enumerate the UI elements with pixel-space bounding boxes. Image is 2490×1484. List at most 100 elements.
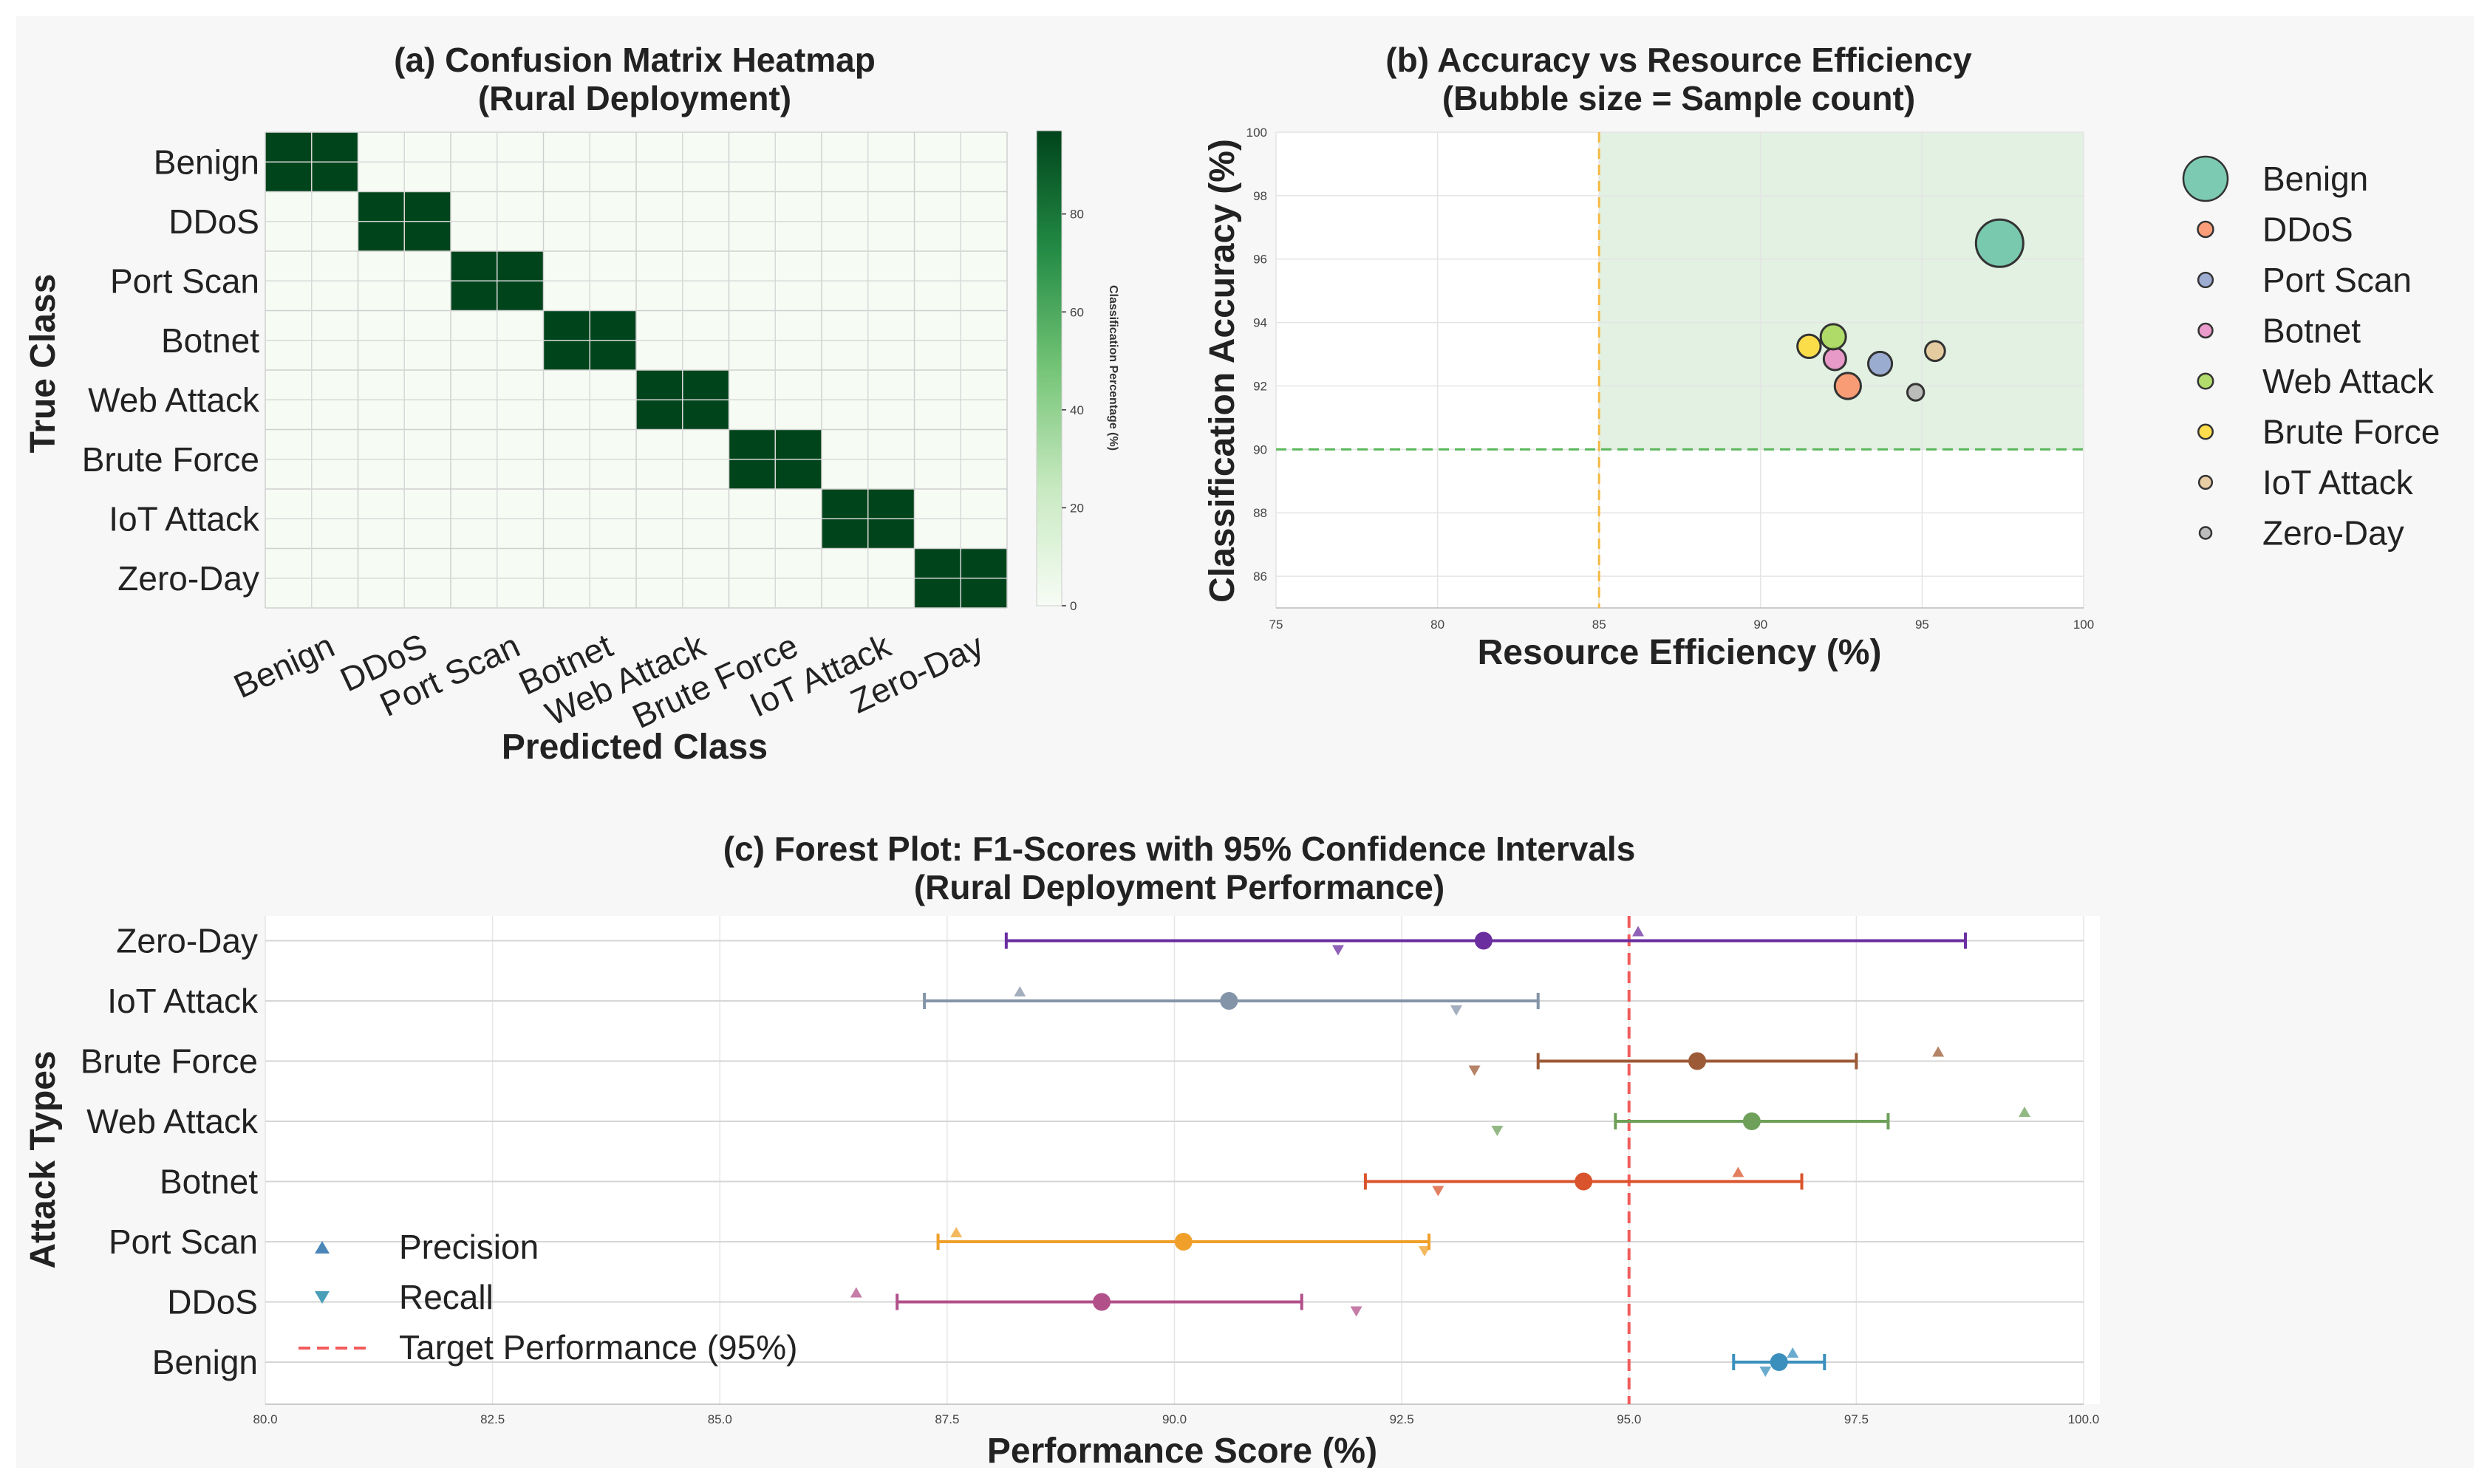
heatmap-row-label: Benign xyxy=(154,143,259,181)
f1-point-iot-attack xyxy=(1220,992,1238,1010)
recall-marker-ddos xyxy=(1350,1306,1362,1317)
scatter-legend-marker-iot-attack xyxy=(2197,474,2214,490)
scatter-legend-label: Zero-Day xyxy=(2262,514,2404,553)
scatter-point-port-scan xyxy=(1866,350,1894,377)
scatter-ytick-label: 92 xyxy=(1253,379,1267,393)
scatter-legend-marker-botnet xyxy=(2197,322,2214,339)
scatter-point-botnet xyxy=(1822,346,1847,372)
recall-marker-port-scan xyxy=(1418,1246,1430,1256)
scatter-grid xyxy=(1275,131,2084,609)
f1-point-port-scan xyxy=(1174,1233,1193,1251)
scatter-ytick-label: 100 xyxy=(1246,126,1267,140)
heatmap-title: (a) Confusion Matrix Heatmap xyxy=(394,41,876,79)
scatter-ytick-label: 86 xyxy=(1253,570,1267,584)
forest-title: (c) Forest Plot: F1-Scores with 95% Conf… xyxy=(723,830,1636,868)
scatter-xtick-label: 95 xyxy=(1915,618,1929,632)
scatter-legend-label: Brute Force xyxy=(2262,413,2440,451)
heatmap-row-label: Brute Force xyxy=(82,440,259,479)
scatter-xtick-label: 80 xyxy=(1430,618,1444,632)
scatter-xtick-label: 100 xyxy=(2073,618,2094,632)
recall-marker-benign xyxy=(1759,1367,1772,1377)
forest-xtick-label: 82.5 xyxy=(480,1412,505,1426)
recall-marker-zero-day xyxy=(1331,945,1344,956)
heatmap-col-label: Benign xyxy=(228,626,340,705)
heatmap-row-labels: Benign DDoS Port Scan Botnet Web Attack Brute… xyxy=(82,143,260,598)
forest-xtick-label: 95.0 xyxy=(1617,1412,1641,1426)
heatmap-xlabel: Predicted Class xyxy=(502,728,768,767)
heatmap-row-label: Botnet xyxy=(161,321,259,360)
heatmap-row-label: Web Attack xyxy=(88,380,260,419)
forest-xtick-label: 97.5 xyxy=(1844,1412,1869,1426)
scatter-legend-marker-ddos xyxy=(2197,220,2214,239)
recall-marker-web-attack xyxy=(1491,1126,1504,1136)
scatter-legend-label: Botnet xyxy=(2262,312,2361,350)
precision-marker-ddos xyxy=(850,1287,862,1298)
forest-row-label: Brute Force xyxy=(81,1042,258,1081)
legend-precision: Precision xyxy=(399,1228,539,1266)
heatmap-row-label: DDoS xyxy=(168,202,259,241)
colorbar-label: Classification Percentage (%) xyxy=(1107,285,1119,451)
forest-xtick-label: 80.0 xyxy=(253,1412,277,1426)
scatter-ytick-label: 94 xyxy=(1253,316,1267,330)
figure-canvas: (a) Confusion Matrix Heatmap (Rural Depl… xyxy=(24,41,2440,1468)
precision-marker-zero-day xyxy=(1632,926,1645,937)
f1-point-brute-force xyxy=(1688,1052,1707,1070)
colorbar-tick-label: 80 xyxy=(1070,208,1084,222)
precision-marker-port-scan xyxy=(950,1227,963,1237)
forest-plot-area xyxy=(265,916,2100,1404)
forest-row-label: Web Attack xyxy=(86,1102,259,1141)
colorbar-tick-label: 60 xyxy=(1070,305,1084,319)
precision-marker-web-attack xyxy=(2019,1107,2031,1117)
panel-a: (a) Confusion Matrix Heatmap (Rural Depl… xyxy=(24,41,1119,767)
f1-point-web-attack xyxy=(1742,1112,1761,1130)
scatter-legend-label: IoT Attack xyxy=(2262,463,2414,502)
precision-marker-iot-attack xyxy=(1014,986,1026,996)
colorbar xyxy=(1036,130,1062,606)
scatter-subtitle: (Bubble size = Sample count) xyxy=(1442,79,1915,117)
forest-ylabel: Attack Types xyxy=(24,1050,63,1268)
scatter-ytick-label: 90 xyxy=(1253,442,1267,457)
forest-row-label: Benign xyxy=(152,1343,258,1381)
precision-marker-benign xyxy=(1787,1347,1799,1358)
scatter-points xyxy=(1796,218,2025,402)
scatter-point-iot-attack xyxy=(1924,340,1946,363)
scatter-legend-marker-port-scan xyxy=(2197,271,2214,289)
forest-row-label: IoT Attack xyxy=(107,982,259,1020)
scatter-legend-label: Benign xyxy=(2262,160,2368,198)
forest-ticks: 80.0 82.5 85.0 87.5 90.0 92.5 95.0 97.5 100.0 xyxy=(253,1412,2099,1426)
panel-b: (b) Accuracy vs Resource Efficiency (Bub… xyxy=(1203,41,2440,672)
scatter-ytick-label: 88 xyxy=(1253,506,1267,520)
recall-marker-iot-attack xyxy=(1450,1005,1462,1016)
forest-xtick-label: 92.5 xyxy=(1390,1412,1414,1426)
scatter-point-zero-day xyxy=(1906,383,1926,402)
scatter-ytick-label: 98 xyxy=(1253,189,1267,203)
scatter-legend-marker-web-attack xyxy=(2197,372,2214,390)
figure: (a) Confusion Matrix Heatmap (Rural Depl… xyxy=(16,16,2474,1468)
forest-legend: Precision Recall Target Performance (95%… xyxy=(299,1228,797,1367)
forest-row-labels: Benign DDoS Port Scan Botnet Web Attack Brute… xyxy=(81,922,259,1382)
scatter-legend-marker-brute-force xyxy=(2197,423,2214,440)
recall-marker-botnet xyxy=(1432,1186,1444,1197)
forest-subtitle: (Rural Deployment Performance) xyxy=(914,868,1444,906)
scatter-point-ddos xyxy=(1833,372,1862,400)
scatter-point-web-attack xyxy=(1819,323,1847,351)
f1-point-benign xyxy=(1770,1353,1788,1371)
heatmap-row-label: Port Scan xyxy=(110,261,259,300)
scatter-legend: Benign DDoS Port Scan Botnet Web Attack Brute… xyxy=(2182,155,2440,553)
heatmap-ylabel: True Class xyxy=(24,274,63,454)
forest-xtick-label: 100.0 xyxy=(2068,1412,2100,1426)
scatter-ylabel: Classification Accuracy (%) xyxy=(1203,139,1242,603)
f1-point-zero-day xyxy=(1474,931,1493,950)
scatter-xtick-label: 75 xyxy=(1269,618,1283,632)
scatter-legend-label: Port Scan xyxy=(2262,261,2412,299)
recall-marker-brute-force xyxy=(1468,1065,1481,1076)
precision-marker-botnet xyxy=(1732,1166,1744,1177)
scatter-point-brute-force xyxy=(1796,333,1822,360)
forest-xlabel: Performance Score (%) xyxy=(987,1432,1377,1468)
forest-row-label: Port Scan xyxy=(109,1223,258,1261)
forest-row-label: Botnet xyxy=(160,1163,258,1201)
precision-marker-brute-force xyxy=(1932,1046,1945,1057)
forest-row-label: Zero-Day xyxy=(116,922,258,960)
f1-point-botnet xyxy=(1575,1172,1593,1191)
